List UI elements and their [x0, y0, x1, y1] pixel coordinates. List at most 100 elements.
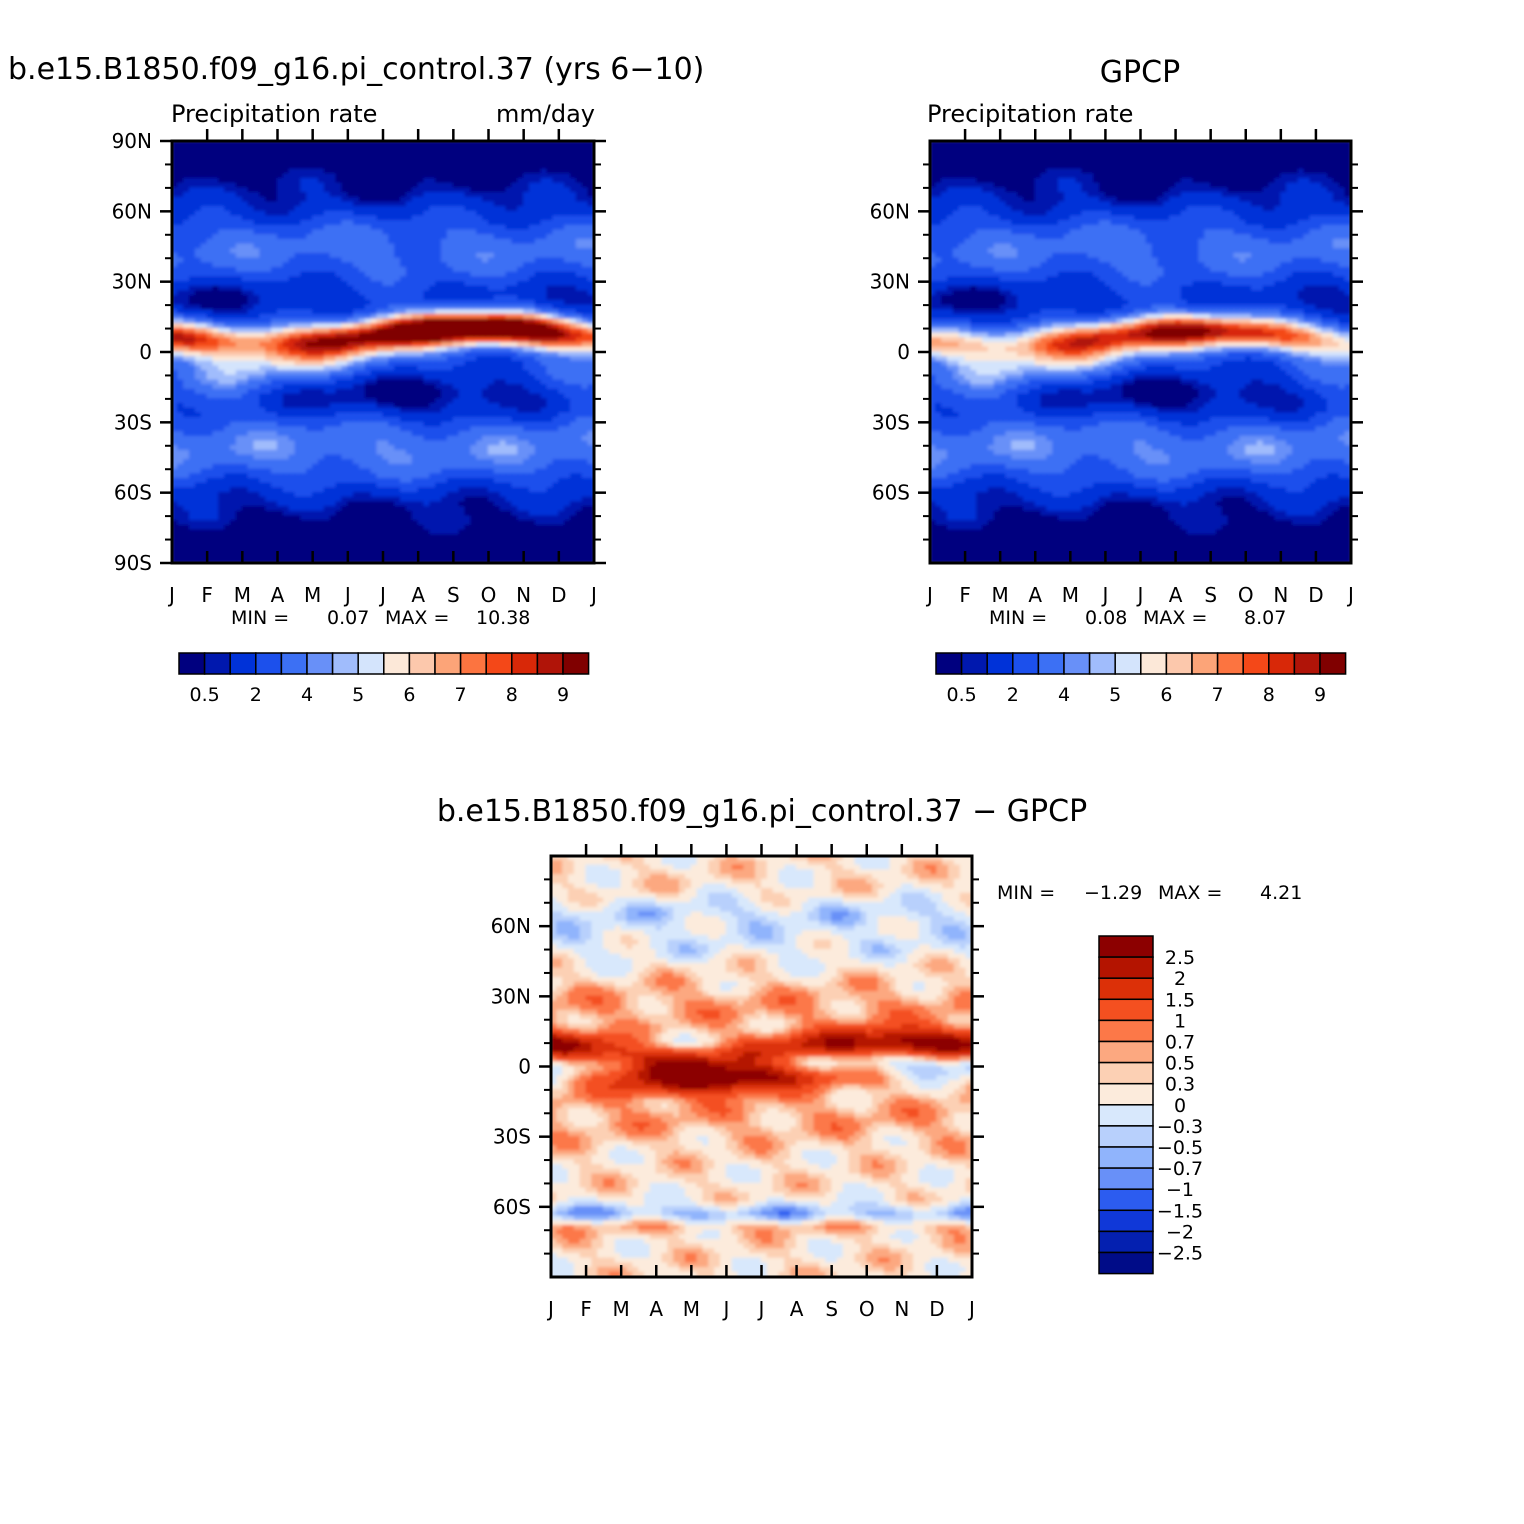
contour-cell [482, 206, 490, 212]
contour-cell [247, 421, 255, 428]
contour-cell [587, 159, 594, 166]
contour-cell [206, 402, 214, 409]
contour-cell [335, 145, 343, 151]
contour-cell [177, 342, 185, 348]
contour-cell [306, 323, 314, 330]
contour-cell [364, 224, 372, 231]
contour-cell [587, 220, 594, 226]
contour-cell [587, 356, 594, 362]
contour-cell [528, 370, 536, 377]
contour-cell [370, 449, 378, 456]
contour-cell [476, 417, 484, 423]
contour-cell [194, 299, 202, 306]
contour-cell [388, 149, 396, 156]
contour-cell [435, 168, 443, 175]
contour-cell [558, 454, 566, 461]
contour-cell [441, 206, 449, 212]
contour-cell [235, 426, 243, 433]
contour-cell [265, 459, 273, 466]
contour-cell [271, 337, 279, 344]
contour-cell [405, 384, 413, 391]
contour-cell [276, 379, 284, 386]
contour-cell [446, 276, 454, 283]
contour-cell [206, 360, 214, 367]
contour-cell [294, 435, 302, 442]
contour-cell [224, 449, 232, 456]
contour-cell [265, 398, 273, 405]
contour-cell [429, 374, 437, 381]
contour-cell [230, 332, 238, 339]
contour-cell [218, 271, 226, 278]
contour-cell [288, 327, 296, 334]
contour-cell [499, 388, 507, 395]
contour-cell [253, 412, 261, 419]
contour-cell [294, 407, 302, 414]
contour-cell [517, 360, 525, 367]
contour-cell [259, 187, 267, 194]
contour-cell [282, 243, 290, 250]
contour-cell [581, 234, 589, 241]
contour-cell [288, 163, 296, 170]
contour-cell [317, 398, 325, 405]
contour-cell [241, 440, 249, 447]
contour-cell [312, 384, 320, 391]
contour-cell [487, 295, 495, 302]
contour-cell [253, 257, 261, 264]
contour-cell [271, 210, 279, 217]
contour-cell [552, 417, 560, 423]
contour-cell [417, 384, 425, 391]
contour-cell [183, 163, 191, 170]
contour-cell [317, 238, 325, 245]
contour-cell [558, 398, 566, 405]
contour-cell [358, 431, 367, 437]
contour-cell [329, 398, 337, 405]
contour-cell [435, 220, 443, 226]
contour-cell [470, 229, 478, 236]
contour-cell [358, 445, 367, 452]
contour-cell [540, 402, 548, 409]
contour-cell [552, 215, 560, 222]
contour-cell [470, 412, 478, 419]
contour-cell [212, 163, 220, 170]
contour-cell [552, 206, 560, 212]
contour-cell [452, 318, 460, 325]
contour-cell [265, 374, 273, 381]
contour-cell [312, 159, 320, 166]
contour-cell [405, 435, 413, 442]
contour-cell [247, 252, 255, 259]
contour-cell [399, 402, 408, 409]
contour-cell [218, 252, 226, 259]
contour-cell [429, 238, 437, 245]
contour-cell [224, 141, 232, 147]
contour-cell [364, 182, 372, 189]
contour-cell [482, 454, 490, 461]
contour-cell [218, 163, 226, 170]
contour-cell [394, 346, 402, 353]
contour-cell [487, 398, 495, 405]
contour-cell [405, 351, 413, 358]
contour-cell [423, 309, 431, 316]
contour-cell [569, 163, 578, 170]
contour-cell [177, 370, 185, 377]
contour-cell [276, 417, 284, 423]
contour-cell [405, 201, 413, 208]
contour-cell [441, 417, 449, 423]
contour-cell [376, 323, 384, 330]
contour-cell [399, 449, 408, 456]
contour-cell [552, 398, 560, 405]
contour-cell [569, 384, 578, 391]
contour-cell [230, 342, 238, 348]
contour-cell [487, 351, 495, 358]
contour-cell [183, 417, 191, 423]
contour-cell [558, 145, 566, 151]
contour-cell [194, 351, 202, 358]
contour-cell [194, 327, 202, 334]
contour-cell [317, 327, 325, 334]
contour-cell [569, 388, 578, 395]
contour-cell [587, 402, 594, 409]
contour-cell [523, 252, 531, 259]
contour-cell [358, 449, 367, 456]
contour-cell [335, 206, 343, 212]
contour-cell [505, 346, 513, 353]
contour-cell [376, 276, 384, 283]
